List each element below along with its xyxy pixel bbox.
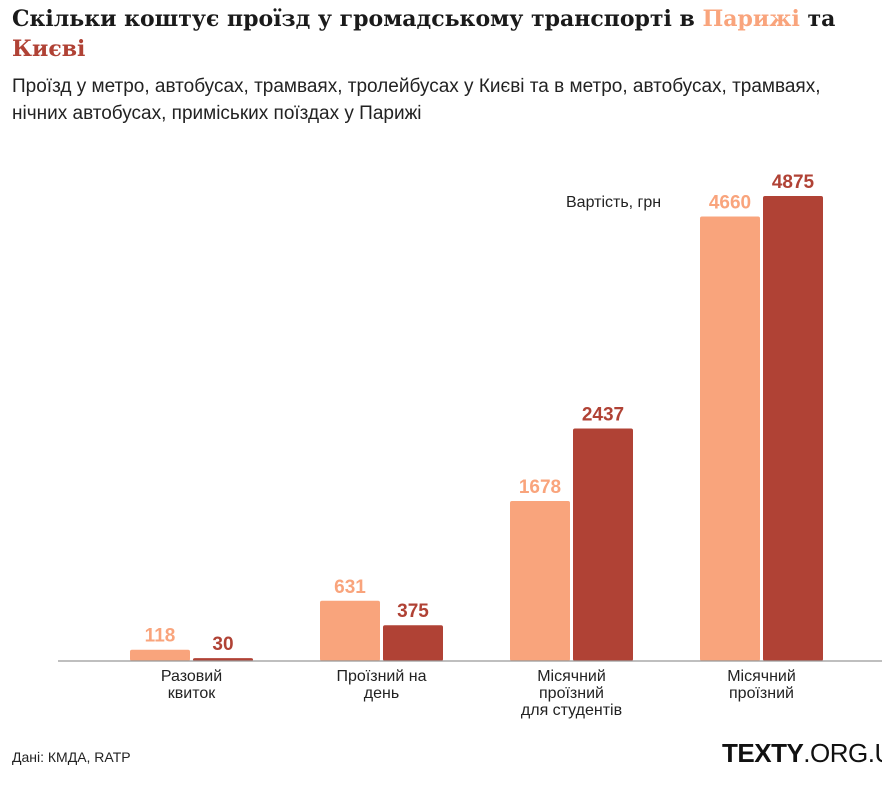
data-label-kyiv-0: 30 (212, 634, 233, 655)
logo-bold: TEXTY (722, 738, 804, 768)
data-label-paris-2: 1678 (519, 477, 561, 498)
labels-layer: 118 30 Разовий квиток 631 375 Проїзний на день 1… (145, 172, 815, 719)
data-label-paris-1: 631 (334, 577, 366, 598)
bar-paris-2 (510, 500, 570, 661)
title-city-paris: Парижі (702, 6, 800, 32)
bar-paris-1 (320, 600, 380, 661)
data-source: Дані: КМДА, RATP (12, 749, 131, 765)
bar-kyiv-0 (193, 658, 253, 661)
bar-kyiv-3 (763, 196, 823, 661)
data-label-kyiv-2: 2437 (582, 405, 624, 426)
data-label-kyiv-3: 4875 (772, 172, 815, 193)
category-label-2: Місячний проїзний для студентів (521, 668, 622, 719)
bar-paris-3 (700, 216, 760, 661)
title-city-kyiv: Києві (12, 36, 86, 62)
y-axis-unit-label: Вартість, грн (566, 194, 662, 211)
bar-paris-0 (130, 649, 190, 661)
logo-rest: .ORG.UA (803, 738, 882, 768)
category-label-1: Проїзний на день (337, 668, 427, 702)
title-prefix: Скільки коштує проїзд у громадському тра… (12, 6, 703, 32)
data-label-kyiv-1: 375 (397, 601, 429, 622)
data-label-paris-0: 118 (145, 626, 176, 647)
category-label-3: Місячний проїзний (727, 668, 796, 702)
texty-logo[interactable]: TEXTY.ORG.UA (722, 738, 882, 769)
category-label-0: Разовий квиток (161, 668, 222, 702)
bar-kyiv-1 (383, 625, 443, 661)
title-mid: та (799, 6, 836, 32)
chart-subtitle: Проїзд у метро, автобусах, трамваях, тро… (12, 76, 821, 124)
bar-kyiv-2 (573, 428, 633, 661)
chart-title: Скільки коштує проїзд у громадському тра… (12, 4, 880, 64)
bars-layer (130, 196, 823, 661)
data-label-paris-3: 4660 (709, 193, 751, 214)
